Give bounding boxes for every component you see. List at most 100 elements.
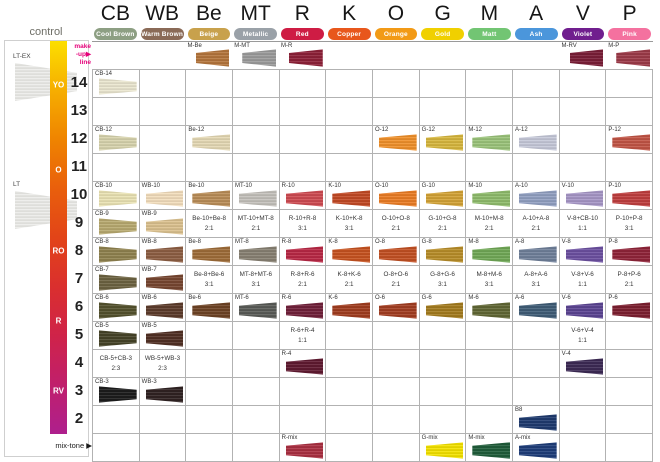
cell-5-K — [326, 322, 373, 350]
cell-11-CB — [93, 154, 140, 182]
swatch-label-M-R: M-R — [281, 43, 293, 49]
swatch-A-12 — [519, 134, 557, 151]
cell-13-WB — [139, 98, 187, 126]
cell-14-P — [606, 70, 653, 98]
cell-4-M — [466, 350, 513, 378]
level-number-9: 9 — [74, 214, 84, 231]
swatch-label-WB-10: WB-10 — [141, 183, 160, 189]
ratio-value: 2:1 — [344, 280, 354, 288]
ratio-formula: M-10+M-8 — [474, 215, 504, 223]
cell-2-CB — [93, 406, 140, 434]
ratio-formula: P-10+P-8 — [615, 215, 643, 223]
cell-10-A: A-10 — [513, 182, 560, 210]
swatch-Be-6 — [192, 302, 230, 319]
swatch-label-G-8: G-8 — [421, 239, 432, 245]
ratio-formula: A-8+A-6 — [524, 271, 548, 279]
level-number-2: 2 — [74, 410, 84, 427]
cell-2-WB — [139, 406, 187, 434]
cell-6-G: G-6 — [419, 294, 467, 322]
cell-7-G: G-8+G-6 3:1 — [419, 266, 467, 294]
ratio-formula: R-10+R-8 — [288, 215, 317, 223]
cell-14-MT — [233, 70, 280, 98]
ratio-formula: V-8+CB-10 — [567, 215, 598, 223]
swatch-Be-10 — [192, 190, 230, 207]
swatch-P-8 — [612, 246, 650, 263]
column-letter-R: R — [294, 2, 310, 25]
cell-6-A: A-6 — [513, 294, 560, 322]
cell-9-R: R-10+R-8 3:1 — [279, 210, 327, 238]
cell-12-P: P-12 — [606, 126, 653, 154]
ratio-formula: Be-8+Be-6 — [194, 271, 225, 279]
ratio-A-10+A-8: A-10+A-8 2:1 — [513, 210, 559, 237]
swatch-label-CB-7: CB-7 — [95, 267, 109, 273]
cell-10-V: V-10 — [559, 182, 607, 210]
cell-10-CB: CB-10 — [93, 182, 140, 210]
swatch-O-12 — [379, 134, 417, 151]
cell-6-P: P-6 — [606, 294, 653, 322]
swatch-R-4 — [285, 358, 324, 375]
cell-12-CB: CB-12 — [93, 126, 140, 154]
cell-14-G — [419, 70, 467, 98]
cell-5-O — [373, 322, 420, 350]
swatch-label-R-4: R-4 — [281, 351, 292, 357]
cell-3-MT — [233, 378, 280, 406]
swatch-label-CB-12: CB-12 — [95, 127, 113, 133]
ratio-O-8+O-6: O-8+O-6 2:1 — [373, 266, 419, 293]
cell-4-G — [419, 350, 467, 378]
ratio-value: 3:1 — [438, 280, 447, 288]
cell-4-K — [326, 350, 373, 378]
cell-3-P — [606, 378, 653, 406]
swatch-M-8 — [472, 246, 510, 263]
column-letter-Be: Be — [196, 2, 222, 25]
family-pill-K: Copper — [327, 28, 371, 40]
ratio-formula: V-8+V-6 — [571, 271, 594, 279]
ratio-P-10+P-8: P-10+P-8 3:1 — [606, 210, 652, 237]
swatch-label-CB-9: CB-9 — [95, 211, 109, 217]
cell-5-P — [606, 322, 653, 350]
swatch-label-WB-7: WB-7 — [141, 267, 157, 273]
ratio-value: 2:1 — [438, 224, 447, 232]
cell-5-M — [466, 322, 513, 350]
ratio-A-8+A-6: A-8+A-6 3:1 — [513, 266, 559, 293]
cell-5-G — [419, 322, 467, 350]
swatch-A-10 — [519, 190, 557, 207]
swatch-label-M-10: M-10 — [468, 183, 482, 189]
cell-7-K: K-8+K-6 2:1 — [326, 266, 373, 294]
ratio-R-8+R-6: R-8+R-6 2:1 — [280, 266, 326, 293]
cell-10-O: O-10 — [373, 182, 420, 210]
swatch-M-RV — [569, 49, 604, 67]
underlying-pigment-strip: YO O RO R RV — [50, 41, 67, 434]
cell-10-G: G-10 — [419, 182, 467, 210]
ratio-formula: G-10+G-8 — [428, 215, 457, 223]
swatch-CB-8 — [99, 246, 137, 263]
cell-9-K: K-10+K-8 3:1 — [326, 210, 373, 238]
family-pill-O: Orange — [374, 28, 418, 40]
swatch-label-K-8: K-8 — [328, 239, 338, 245]
cell-11-Be — [186, 154, 233, 182]
cell-mix-Be — [186, 434, 233, 462]
cell-4-MT — [233, 350, 280, 378]
swatch-M-12 — [472, 134, 510, 151]
cell-8-A: A-8 — [513, 238, 560, 266]
ratio-value: 2:1 — [391, 224, 401, 232]
ratio-value: 3:1 — [484, 280, 494, 288]
swatch-label-R-10: R-10 — [281, 183, 295, 189]
cell-5-CB: CB-5 — [93, 322, 140, 350]
ratio-M-10+M-8: M-10+M-8 2:1 — [466, 210, 512, 237]
cell-10-P: P-10 — [606, 182, 653, 210]
cell-6-Be: Be-6 — [186, 294, 233, 322]
swatch-label-WB-5: WB-5 — [141, 323, 157, 329]
cell-8-K: K-8 — [326, 238, 373, 266]
swatch-label-G-mix: G-mix — [421, 435, 438, 441]
swatch-O-10 — [379, 190, 417, 207]
level-number-8: 8 — [74, 242, 84, 259]
level-number-3: 3 — [74, 382, 84, 399]
cell-6-O: O-6 — [373, 294, 420, 322]
cell-13-R — [279, 98, 327, 126]
strip-label-YO: YO — [52, 80, 65, 90]
ratio-Be-10+Be-8: Be-10+Be-8 2:1 — [186, 210, 232, 237]
swatch-label-WB-6: WB-6 — [141, 295, 157, 301]
swatch-label-WB-9: WB-9 — [141, 211, 157, 217]
swatch-label-R-8: R-8 — [281, 239, 292, 245]
lt-label: LT — [13, 181, 21, 188]
